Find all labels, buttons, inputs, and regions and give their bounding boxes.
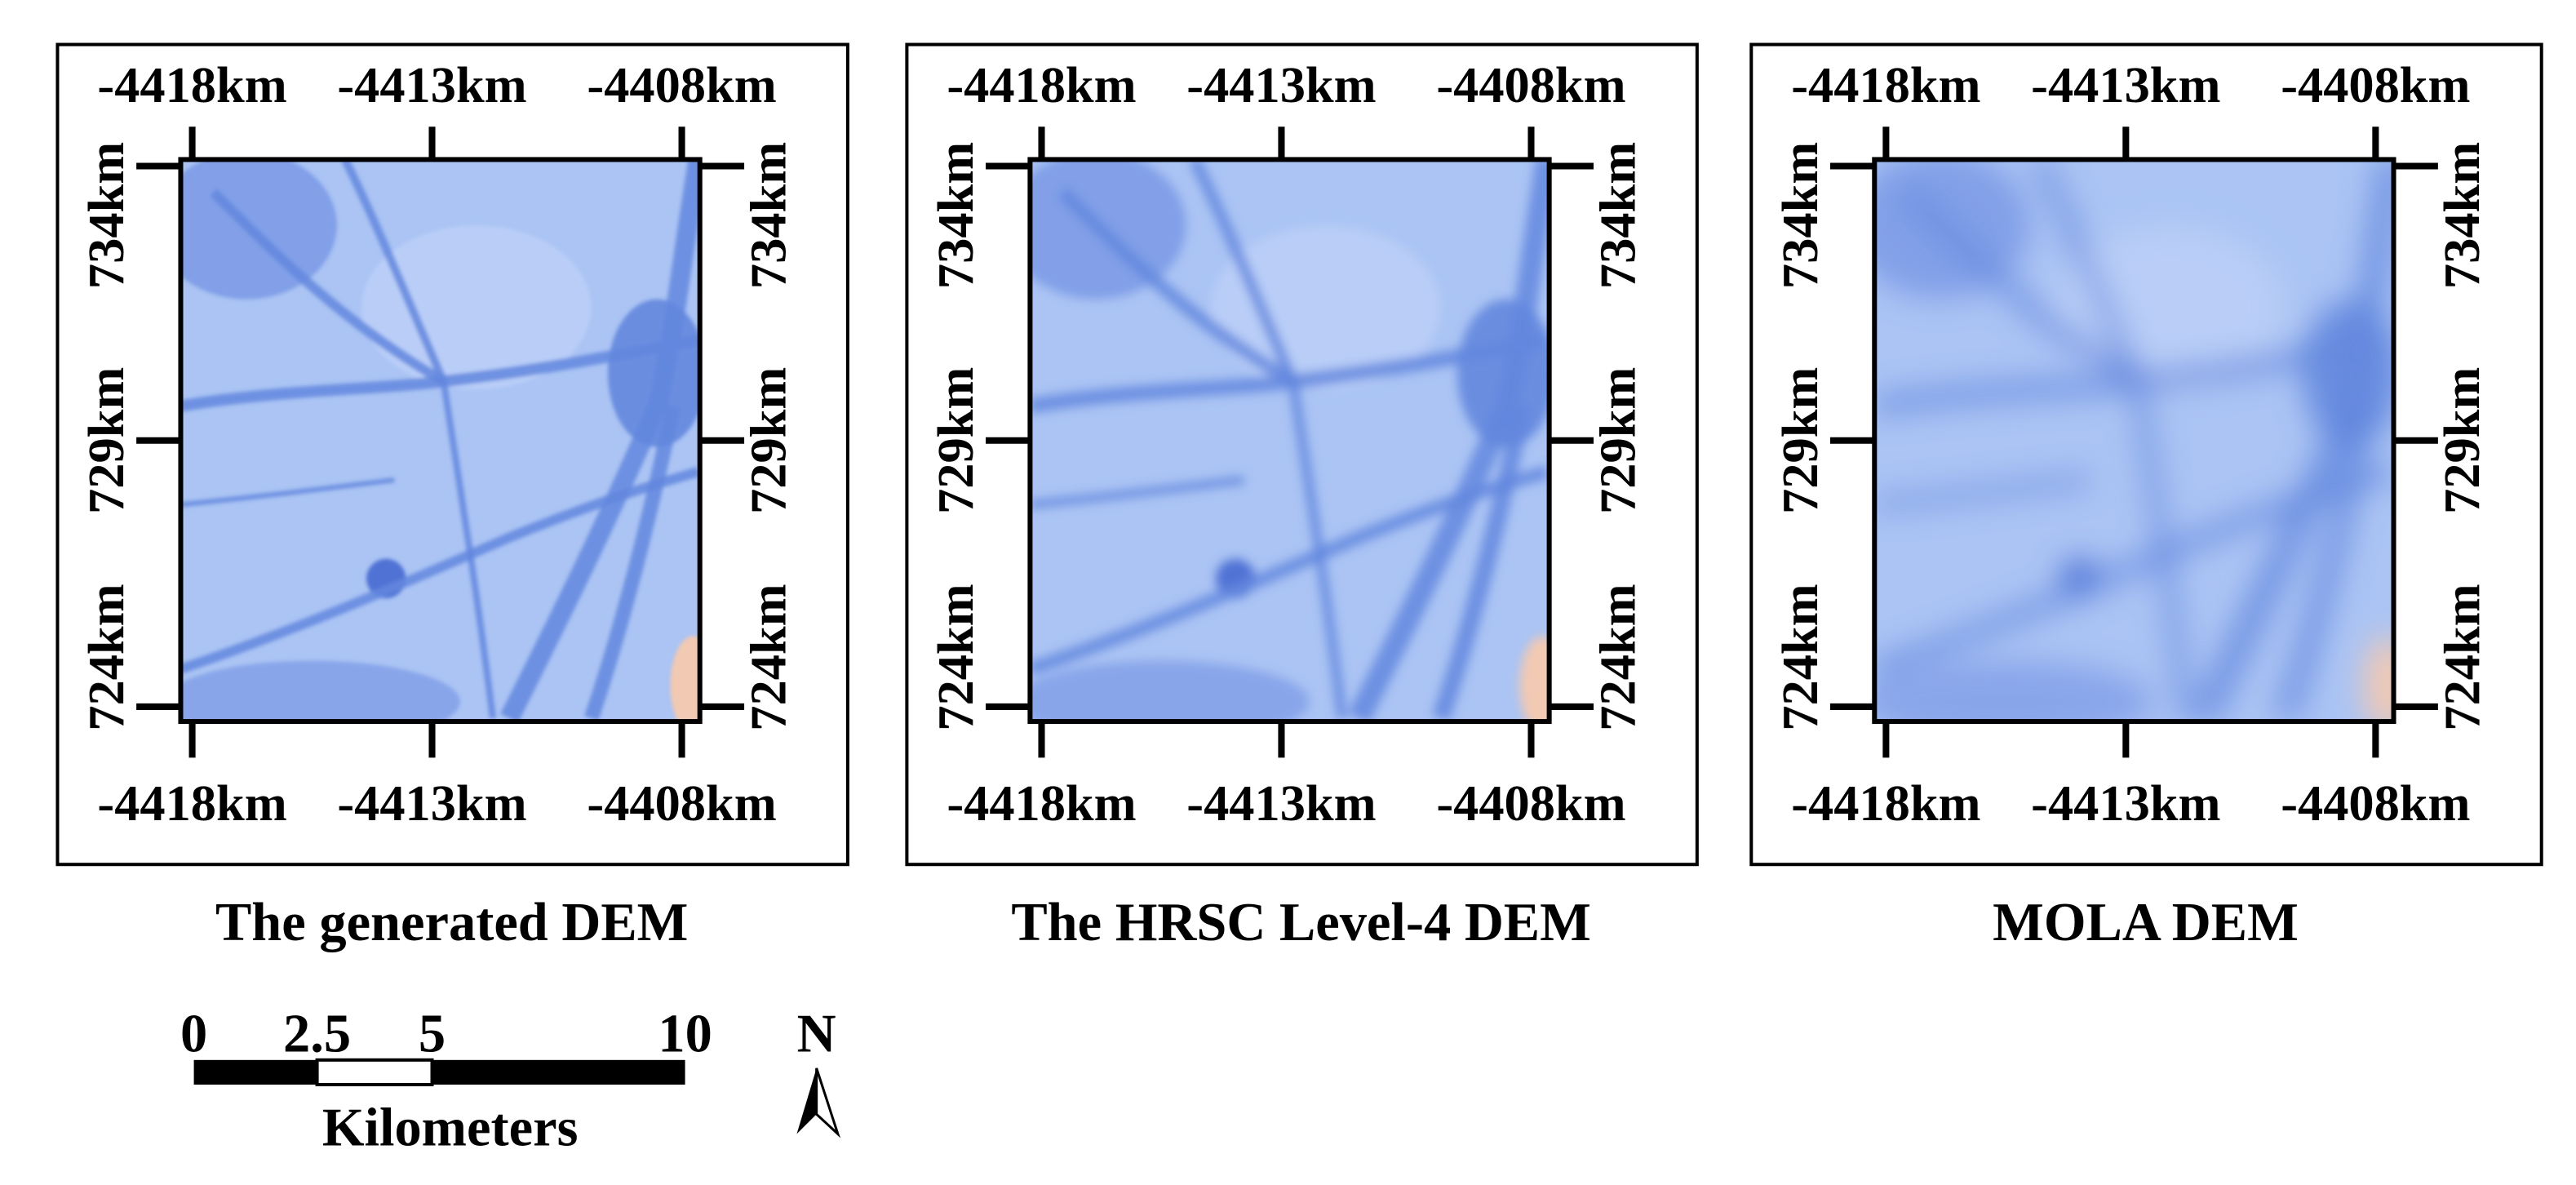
scale-segment xyxy=(315,1058,434,1087)
x-tick-label: -4408km xyxy=(2281,775,2470,832)
y-tick-label: 734km xyxy=(740,142,796,289)
channel xyxy=(180,467,700,674)
channel xyxy=(210,189,446,386)
channel xyxy=(2130,380,2193,720)
y-tick-label: 729km xyxy=(2434,367,2490,514)
y-tick-label: 734km xyxy=(928,142,984,289)
y-tick-label: 724km xyxy=(1589,584,1646,730)
x-tick-label: -4413km xyxy=(1186,57,1376,113)
y-tick-label: 734km xyxy=(1772,142,1829,289)
channel xyxy=(1030,465,1550,676)
channel xyxy=(1189,159,1298,384)
x-tick-label: -4413km xyxy=(2031,775,2220,832)
channel xyxy=(2275,403,2379,722)
y-tick-label: 734km xyxy=(2434,142,2490,289)
dem-texture xyxy=(1030,159,1550,722)
y-tick-label: 729km xyxy=(928,367,984,514)
y-tick-label: 734km xyxy=(78,142,135,289)
x-tick-label: -4418km xyxy=(97,57,286,113)
scale-segment xyxy=(432,1059,685,1085)
x-tick-label: -4408km xyxy=(587,775,776,832)
y-tick-label: 734km xyxy=(1589,142,1646,289)
panel-title: MOLA DEM xyxy=(1993,893,2299,952)
channel xyxy=(1288,380,1347,719)
y-tick-label: 724km xyxy=(2434,584,2490,730)
high-area xyxy=(1210,225,1441,390)
channel xyxy=(1874,474,2089,511)
arrow-half xyxy=(815,1067,841,1138)
panel-title: The HRSC Level-4 DEM xyxy=(1011,893,1590,952)
y-tick-label: 729km xyxy=(78,367,135,514)
scale-bar: 0 2.5 5 10 Kilometers xyxy=(180,1005,712,1158)
channel xyxy=(440,380,497,719)
y-tick-label: 724km xyxy=(740,584,796,730)
dem-image xyxy=(180,159,700,722)
x-tick-label: -4418km xyxy=(947,57,1136,113)
scale-label: 2.5 xyxy=(283,1005,351,1064)
high-elevation xyxy=(670,636,700,722)
channel xyxy=(584,404,681,721)
channel xyxy=(180,477,395,508)
channel xyxy=(1874,464,2394,677)
high-area xyxy=(2055,225,2286,390)
high-area xyxy=(361,225,592,390)
x-tick-label: -4413km xyxy=(337,57,526,113)
dem-image xyxy=(1030,159,1550,722)
x-tick-label: -4418km xyxy=(1791,775,1980,832)
y-tick-label: 729km xyxy=(1589,367,1646,514)
scale-label: 0 xyxy=(180,1005,207,1064)
panel-frame xyxy=(55,42,849,867)
x-tick-label: -4418km xyxy=(1791,57,1980,113)
channel xyxy=(2191,159,2394,722)
scale-segment xyxy=(193,1059,317,1085)
y-tick-label: 724km xyxy=(78,584,135,730)
panel-frame xyxy=(905,42,1699,867)
x-tick-label: -4408km xyxy=(1436,57,1625,113)
x-tick-label: -4418km xyxy=(947,775,1136,832)
x-tick-label: -4408km xyxy=(1436,775,1625,832)
north-arrow: N xyxy=(796,1005,841,1138)
channel xyxy=(1057,188,1297,388)
channel xyxy=(341,159,448,384)
channel xyxy=(500,159,700,722)
arrow-half xyxy=(796,1067,817,1134)
dem-texture xyxy=(180,159,700,722)
dem-texture xyxy=(1874,159,2394,722)
channel xyxy=(1030,476,1244,509)
high-elevation xyxy=(2364,636,2394,722)
x-tick-label: -4413km xyxy=(1186,775,1376,832)
map-panel: -4418km -4418km -4413km -4413km -4408km -4408… xyxy=(905,42,1699,952)
map-panel: -4418km -4418km -4413km -4413km -4408km -4408… xyxy=(1749,42,2543,952)
y-tick-label: 724km xyxy=(928,584,984,730)
y-tick-label: 724km xyxy=(1772,584,1829,730)
channel xyxy=(1901,186,2142,388)
x-tick-label: -4418km xyxy=(97,775,286,832)
x-tick-label: -4413km xyxy=(2031,57,2220,113)
scale-unit: Kilometers xyxy=(322,1098,579,1158)
dem-image xyxy=(1874,159,2394,722)
high-elevation xyxy=(1519,636,1550,722)
scale-label: 5 xyxy=(419,1005,446,1064)
channel xyxy=(2032,159,2144,384)
y-tick-label: 729km xyxy=(740,367,796,514)
dark-area xyxy=(1874,660,2154,722)
y-tick-label: 729km xyxy=(1772,367,1829,514)
map-panel: -4418km -4418km -4413km -4413km -4408km -4408… xyxy=(55,42,849,952)
scale-label: 10 xyxy=(658,1005,712,1064)
channel xyxy=(1348,159,1550,722)
dark-area xyxy=(180,660,460,722)
panel-title: The generated DEM xyxy=(215,893,688,952)
x-tick-label: -4408km xyxy=(2281,57,2470,113)
dark-area xyxy=(1030,660,1310,722)
x-tick-label: -4413km xyxy=(337,775,526,832)
channel xyxy=(1432,404,1532,721)
panel-frame xyxy=(1749,42,2543,867)
north-label: N xyxy=(797,1005,836,1064)
x-tick-label: -4408km xyxy=(587,57,776,113)
